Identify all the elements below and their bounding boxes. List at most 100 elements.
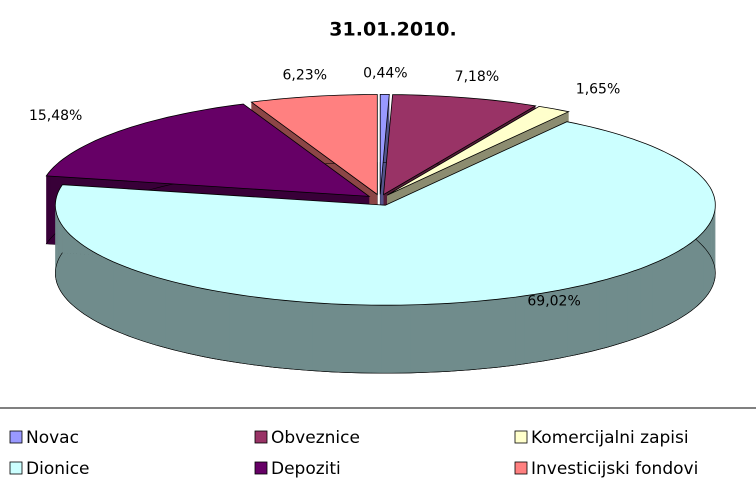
pie-slice-wall [180, 284, 188, 354]
pie-slice-wall [714, 211, 715, 282]
pie-slice-wall [488, 299, 497, 368]
pie-slice-wall [599, 279, 607, 349]
legend-swatch [10, 462, 22, 474]
pie-slice-wall [204, 289, 212, 359]
pie-slice-wall [125, 267, 131, 337]
legend-swatch [255, 462, 267, 474]
pie-slice-wall [342, 304, 352, 372]
pie-slice-wall [516, 296, 525, 365]
pie-slice-wall [592, 281, 600, 351]
data-label: 7,18% [455, 69, 499, 85]
pie-slice-wall [507, 297, 516, 366]
pie-slice-wall [93, 252, 98, 323]
legend-swatch [515, 431, 527, 443]
pie-slice-wall [265, 298, 274, 367]
pie-slice-wall [704, 229, 706, 300]
pie-slice-wall [48, 170, 50, 241]
pie-slice-wall [687, 243, 691, 314]
legend-label: Investicijski fondovi [531, 459, 698, 479]
pie-slice-wall [284, 300, 294, 369]
pie-slice-wall [381, 305, 391, 373]
pie-slice-wall [119, 264, 125, 334]
pie-slice-wall [196, 287, 204, 357]
legend-swatch [10, 431, 22, 443]
pie-slice-wall [440, 303, 450, 372]
pie-slice-wall [614, 275, 621, 345]
pie-slice-wall [497, 298, 506, 367]
legend-swatch [515, 462, 527, 474]
data-label: 6,23% [283, 68, 327, 84]
pie-slice-wall [98, 254, 103, 325]
pie-slice-wall [84, 246, 88, 317]
pie-slice-wall [391, 305, 401, 373]
pie-slice-wall [701, 232, 704, 303]
pie-slice-wall [188, 285, 196, 355]
pie-slice-wall [303, 302, 313, 371]
legend-label: Novac [26, 428, 79, 448]
pie-slice-wall [144, 273, 151, 343]
pie-slice-wall [88, 249, 92, 320]
pie-slice-wall [256, 297, 265, 366]
pie-slice-wall [294, 301, 304, 370]
pie-slice-wall [469, 301, 479, 370]
pie-slice-wall [628, 271, 635, 341]
data-label: 69,02% [527, 294, 580, 310]
pie-slice-wall [158, 278, 165, 348]
pie-slice-wall [361, 305, 371, 373]
pie-slice-wall [698, 235, 701, 306]
pie-slice-wall [313, 303, 323, 372]
legend-label: Depoziti [271, 459, 341, 479]
pie-slice-wall [151, 276, 158, 346]
pie-slice-wall [173, 282, 181, 352]
pie-slice-wall [683, 246, 687, 317]
data-label: 15,48% [29, 108, 82, 124]
pie-slice-wall [674, 251, 679, 322]
legend-label: Dionice [26, 459, 90, 479]
pie-slice-wall [421, 304, 431, 372]
pie-slice-wall [371, 305, 381, 373]
legend-swatch [255, 431, 267, 443]
pie-slice-wall [275, 299, 284, 368]
pie-slice-wall [108, 259, 113, 330]
pie-slice-wall [411, 305, 421, 373]
data-label: 0,44% [363, 65, 407, 81]
pie-slice-wall [679, 248, 683, 319]
pie-slice-wall [46, 173, 48, 244]
pie-slice-wall [706, 226, 708, 297]
pie-slice-wall [647, 264, 653, 334]
pie-slice-wall [430, 304, 440, 372]
pie-slice-wall [322, 303, 332, 372]
pie-slice-wall [708, 223, 710, 294]
pie-slice-wall [713, 214, 714, 285]
pie-slice-wall [221, 292, 230, 361]
legend-label: Komercijalni zapisi [531, 428, 689, 448]
pie-slice-wall [607, 277, 614, 347]
pie-slice-wall [137, 271, 144, 341]
pie-slice-wall [658, 259, 663, 330]
legend-label: Obveznice [271, 428, 360, 448]
pie-slice-wall [113, 262, 119, 332]
pie-slice-wall [247, 296, 256, 365]
pie-slice-wall [669, 254, 674, 325]
pie-slice-wall [621, 273, 628, 343]
pie-slice-wall [450, 303, 460, 372]
data-label: 1,65% [576, 82, 620, 98]
pie-slice-wall [332, 304, 342, 372]
pie-slice-wall [230, 293, 239, 362]
pie-slice-wall [584, 283, 592, 353]
pie-slice-wall [653, 261, 659, 331]
pie-slice-wall [459, 302, 469, 371]
pie-slice-wall [479, 300, 488, 369]
pie-slice-wall [165, 280, 172, 350]
pie-slice-wall [131, 269, 137, 339]
pie-slice-wall [51, 167, 54, 238]
pie-slice-wall [634, 269, 640, 339]
pie-slice-wall [641, 266, 647, 336]
pie-slice-wall [712, 217, 713, 288]
chart-title: 31.01.2010. [329, 19, 456, 41]
pie-slice-wall [664, 256, 669, 327]
pie-slice-wall [238, 295, 247, 364]
pie-slice-wall [103, 257, 108, 328]
pie-slice-wall [691, 240, 695, 311]
